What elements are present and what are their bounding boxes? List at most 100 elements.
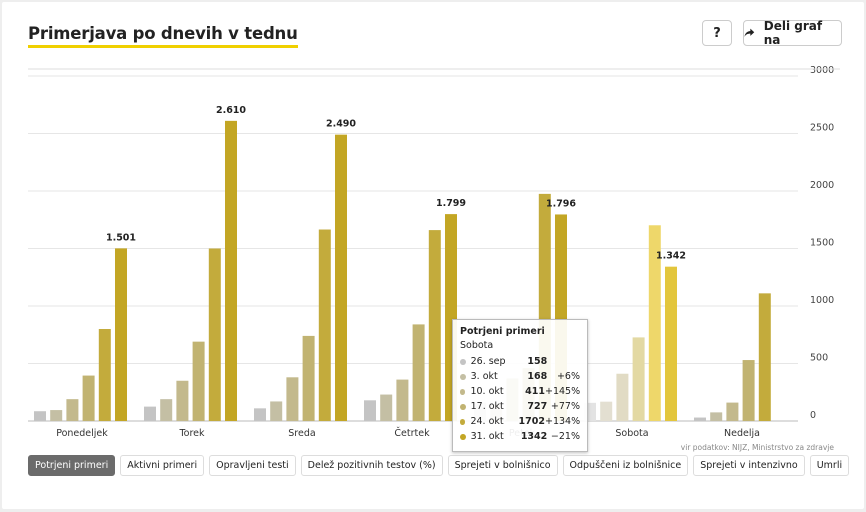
tooltip-title: Potrjeni primeri [460, 326, 545, 337]
chart-title: Primerjava po dnevih v tednu [28, 24, 298, 48]
data-label: 1.342 [656, 251, 686, 262]
legend-dot-icon [460, 388, 466, 395]
bar[interactable] [742, 360, 755, 421]
bar[interactable] [82, 375, 95, 421]
share-button[interactable]: Deli graf na [743, 19, 842, 47]
x-tick-label: Ponedeljek [56, 428, 108, 439]
legend-dot-icon [460, 418, 466, 425]
tooltip-pct: +77% [550, 401, 580, 412]
bar[interactable] [335, 134, 347, 421]
data-label: 2.490 [326, 119, 356, 130]
tooltip-label: 17. okt [470, 401, 504, 412]
tooltip-value: 1702 [518, 416, 545, 427]
tooltip-pct: +6% [556, 371, 580, 382]
bar[interactable] [380, 394, 393, 421]
bar[interactable] [710, 412, 723, 421]
source-note: vir podatkov: NIJZ, Ministrstvo za zdrav… [680, 443, 834, 452]
bar[interactable] [412, 324, 425, 421]
tab-5[interactable]: Odpuščeni iz bolnišnice [562, 455, 689, 476]
tooltip-pct: +145% [545, 386, 581, 397]
legend-dot-icon [460, 358, 466, 365]
tab-4[interactable]: Sprejeti v bolnišnico [447, 455, 558, 476]
data-label: 1.799 [436, 198, 466, 209]
tooltip-label: 31. okt [470, 431, 504, 442]
data-label: 1.501 [106, 232, 136, 243]
y-tick-label: 1500 [810, 238, 834, 249]
tooltip-value: 411 [525, 386, 545, 397]
data-label: 2.610 [216, 105, 246, 116]
chart-tooltip: Potrjeni primeri Sobota 26. sep 158 3. okt… [452, 319, 588, 452]
metric-tabs: Potrjeni primeri Aktivni primeri Opravljen… [28, 455, 850, 476]
bar[interactable] [616, 373, 629, 421]
bar[interactable] [600, 401, 613, 421]
bar[interactable] [50, 410, 63, 421]
tooltip-label: 26. sep [470, 356, 506, 367]
data-label: 1.796 [546, 198, 576, 209]
share-arrow-icon [744, 28, 755, 37]
tooltip-row: 24. okt 1702 +134% [460, 414, 580, 429]
bar[interactable] [98, 329, 111, 421]
x-tick-label: Nedelja [724, 428, 760, 439]
bar[interactable] [648, 225, 661, 421]
bar[interactable] [428, 230, 441, 421]
tooltip-value: 168 [527, 371, 548, 382]
tooltip-row: 17. okt 727 +77% [460, 399, 580, 414]
tooltip-row: 10. okt 411 +145% [460, 384, 580, 399]
x-tick-label: Četrtek [394, 427, 430, 439]
bar[interactable] [396, 379, 409, 421]
bar[interactable] [208, 248, 221, 422]
bar[interactable] [758, 293, 771, 421]
bar[interactable] [34, 411, 46, 421]
tooltip-value: 1342 [520, 431, 548, 442]
tooltip-value: 727 [527, 401, 548, 412]
share-label: Deli graf na [763, 19, 823, 47]
tab-2[interactable]: Opravljeni testi [209, 455, 296, 476]
tooltip-pct: −21% [550, 431, 580, 442]
y-tick-label: 0 [810, 410, 816, 421]
y-tick-label: 1000 [810, 295, 834, 306]
tooltip-row: 26. sep 158 [460, 354, 580, 369]
bar[interactable] [364, 400, 376, 421]
bar[interactable] [176, 380, 189, 421]
y-tick-label: 2500 [810, 123, 834, 134]
tooltip-rows: 26. sep 158 3. okt 168 +6% 10. okt 411 +145% 17.… [460, 354, 580, 444]
bar[interactable] [160, 399, 173, 421]
y-tick-label: 3000 [810, 65, 834, 76]
bar[interactable] [66, 399, 79, 421]
y-tick-label: 2000 [810, 180, 834, 191]
tooltip-label: 10. okt [470, 386, 504, 397]
bar[interactable] [302, 335, 315, 421]
bar[interactable] [318, 229, 331, 421]
help-label: ? [713, 25, 721, 41]
tab-1[interactable]: Aktivni primeri [120, 455, 205, 476]
help-button[interactable]: ? [702, 20, 732, 46]
x-tick-label: Torek [178, 428, 205, 439]
bar[interactable] [254, 408, 266, 421]
x-tick-label: Sreda [288, 428, 315, 439]
bar[interactable] [694, 417, 706, 421]
bar[interactable] [270, 401, 283, 421]
tooltip-row: 31. okt 1342 −21% [460, 429, 580, 444]
bar[interactable] [632, 337, 645, 421]
tab-7[interactable]: Umrli [809, 455, 850, 476]
tab-6[interactable]: Sprejeti v intenzivno [693, 455, 805, 476]
bar[interactable] [665, 266, 677, 421]
y-tick-label: 500 [810, 353, 828, 364]
tooltip-pct: +134% [545, 416, 581, 427]
tooltip-label: 24. okt [470, 416, 504, 427]
bar[interactable] [726, 402, 739, 421]
legend-dot-icon [460, 403, 466, 410]
bar[interactable] [225, 120, 237, 421]
tooltip-label: 3. okt [470, 371, 498, 382]
legend-dot-icon [460, 373, 466, 380]
bar[interactable] [144, 406, 156, 421]
tab-3[interactable]: Delež pozitivnih testov (%) [300, 455, 443, 476]
tab-0[interactable]: Potrjeni primeri [28, 455, 116, 476]
tooltip-subtitle: Sobota [460, 340, 494, 351]
x-tick-label: Sobota [615, 428, 648, 439]
tooltip-value: 158 [527, 356, 548, 367]
bar[interactable] [192, 341, 205, 421]
bar[interactable] [286, 377, 299, 421]
bar[interactable] [115, 248, 127, 421]
